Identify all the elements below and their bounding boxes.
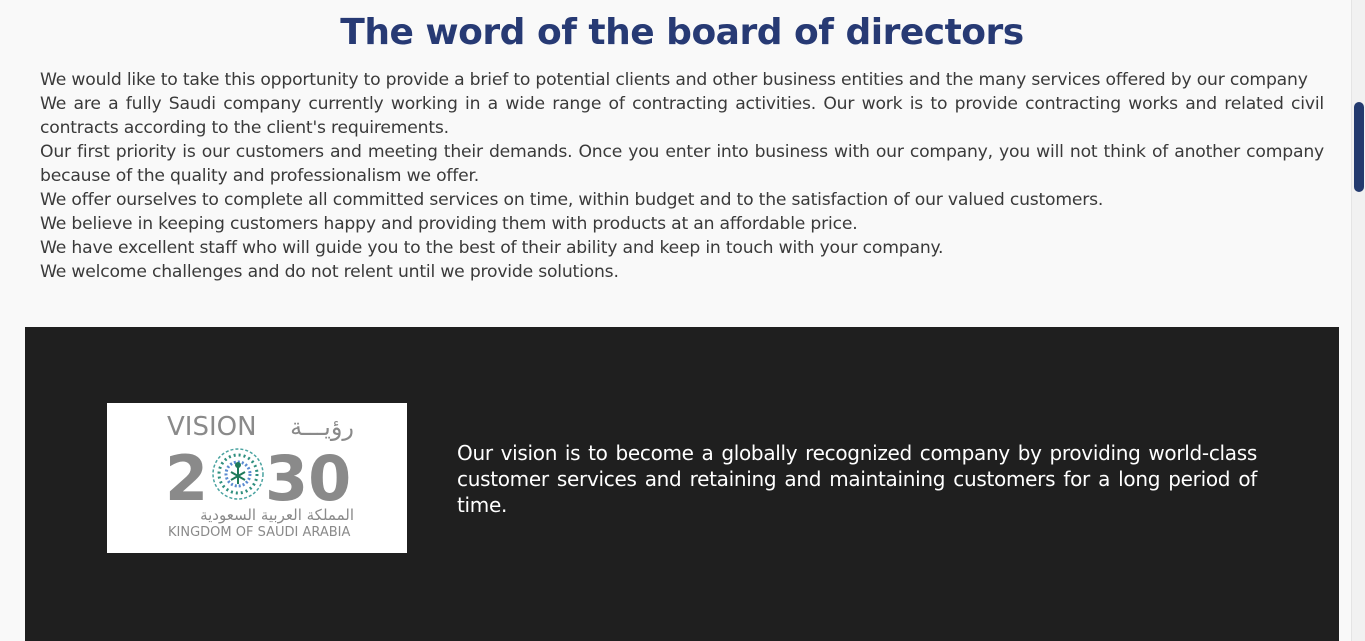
board-paragraph: Our first priority is our customers and … xyxy=(40,142,1324,186)
logo-arabic-kingdom: المملكة العربية السعودية xyxy=(200,506,354,524)
logo-vision-word: VISION xyxy=(167,412,257,442)
page-scrollbar[interactable] xyxy=(1351,0,1365,641)
scrollbar-thumb[interactable] xyxy=(1354,102,1364,192)
logo-arabic-vision: رؤيـــة xyxy=(290,413,354,441)
logo-kingdom: KINGDOM OF SAUDI ARABIA xyxy=(168,525,351,540)
vision-statement: Our vision is to become a globally recog… xyxy=(457,441,1257,517)
board-paragraph: We offer ourselves to complete all commi… xyxy=(40,190,1104,210)
svg-text:30: 30 xyxy=(265,442,351,515)
board-paragraph: We believe in keeping customers happy an… xyxy=(40,214,858,234)
vision-2030-logo: VISION رؤيـــة 2 30 المملكة العربية السع… xyxy=(107,403,407,553)
board-paragraph: We would like to take this opportunity t… xyxy=(40,70,1308,90)
vision-section: VISION رؤيـــة 2 30 المملكة العربية السع… xyxy=(25,327,1339,641)
page-title: The word of the board of directors xyxy=(340,12,1024,53)
board-paragraph: We are a fully Saudi company currently w… xyxy=(40,94,1324,138)
svg-text:2: 2 xyxy=(165,442,208,515)
board-paragraph: We have excellent staff who will guide y… xyxy=(40,238,944,258)
logo-emblem xyxy=(212,448,264,500)
board-message: We would like to take this opportunity t… xyxy=(40,68,1324,284)
board-paragraph: We welcome challenges and do not relent … xyxy=(40,262,619,282)
